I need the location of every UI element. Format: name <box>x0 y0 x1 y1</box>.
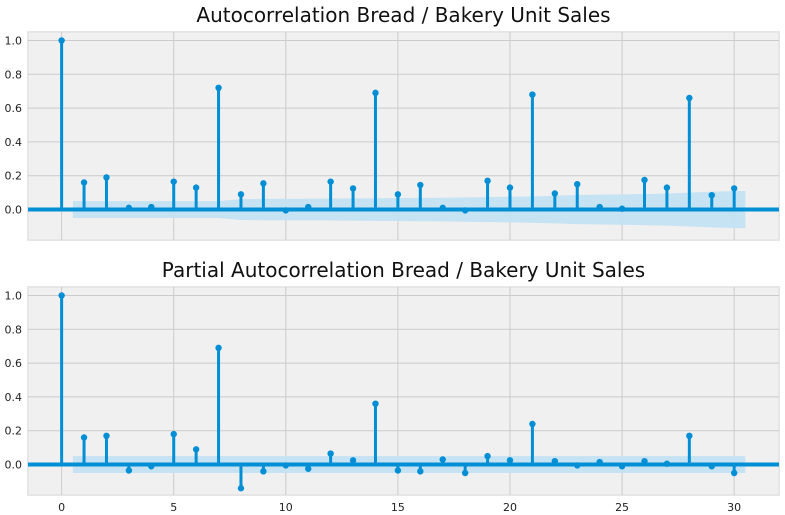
stem-marker-lag-5 <box>170 178 177 185</box>
stem-marker-lag-16 <box>417 468 424 475</box>
stem-marker-lag-9 <box>260 468 267 475</box>
stem-marker-lag-28 <box>686 94 693 102</box>
x-tick-label: 30 <box>727 501 741 514</box>
y-tick-label: 0.2 <box>5 170 23 183</box>
x-tick-label: 20 <box>503 501 517 514</box>
stem-marker-lag-30 <box>730 469 738 477</box>
y-tick-label: 1.0 <box>5 289 23 302</box>
stem-marker-lag-12 <box>327 178 334 185</box>
y-tick-label: 0.4 <box>5 391 23 404</box>
chart-title: Partial Autocorrelation Bread / Bakery U… <box>162 258 645 282</box>
stem-marker-lag-3 <box>125 467 133 474</box>
x-tick-label: 15 <box>391 501 405 514</box>
stem-marker-lag-11 <box>305 465 312 472</box>
stem-marker-lag-22 <box>551 190 559 197</box>
stem-marker-lag-2 <box>103 432 110 440</box>
stem-marker-lag-16 <box>417 181 424 189</box>
x-tick-label: 5 <box>170 501 177 514</box>
stem-marker-lag-28 <box>686 432 693 440</box>
stem-marker-lag-9 <box>260 180 267 187</box>
acf-panel: 0.0 0.2 0.4 0.6 0.8 1.0 Autocorrelation Bread … <box>5 3 780 241</box>
stem-marker-lag-8 <box>237 485 245 492</box>
stem-marker-lag-21 <box>529 91 536 98</box>
stem-marker-lag-18 <box>461 469 469 477</box>
stem-marker-lag-20 <box>506 184 514 191</box>
stem-marker-lag-19 <box>484 452 491 460</box>
y-tick-label: 0.6 <box>5 357 23 370</box>
y-tick-label: 0.2 <box>5 425 23 438</box>
chart-title: Autocorrelation Bread / Bakery Unit Sale… <box>196 3 610 27</box>
stem-marker-lag-12 <box>327 450 334 457</box>
stem-marker-lag-2 <box>103 174 110 181</box>
stem-marker-lag-15 <box>394 191 402 198</box>
stem-marker-lag-15 <box>394 467 402 474</box>
stem-marker-lag-6 <box>192 446 200 453</box>
pacf-panel: 0.0 0.2 0.4 0.6 0.8 1.0 0 5 10 15 20 25 30 Partial Au… <box>5 258 780 514</box>
stem-marker-lag-21 <box>529 420 536 428</box>
stem-marker-lag-8 <box>237 191 245 198</box>
y-tick-label: 0.6 <box>5 102 23 115</box>
stem-marker-lag-14 <box>372 89 379 97</box>
y-tick-label: 0.0 <box>5 204 23 217</box>
y-tick-label: 0.8 <box>5 68 23 81</box>
stem-marker-lag-0 <box>58 37 65 44</box>
y-tick-label: 0.4 <box>5 136 23 149</box>
stem-marker-lag-14 <box>372 400 379 407</box>
y-tick-label: 1.0 <box>5 34 23 47</box>
stem-marker-lag-23 <box>574 180 581 188</box>
stem-marker-lag-1 <box>80 179 88 186</box>
stem-marker-lag-13 <box>349 185 357 192</box>
stem-marker-lag-19 <box>484 177 491 185</box>
x-tick-label: 10 <box>279 501 293 514</box>
stem-marker-lag-27 <box>663 184 671 191</box>
stem-marker-lag-7 <box>215 344 222 352</box>
stem-marker-lag-5 <box>170 430 177 438</box>
x-tick-label: 0 <box>58 501 65 514</box>
stem-marker-lag-30 <box>730 185 738 192</box>
stem-marker-lag-13 <box>349 457 357 464</box>
stem-marker-lag-26 <box>641 176 648 184</box>
stem-marker-lag-29 <box>708 191 715 199</box>
stem-marker-lag-17 <box>439 456 446 463</box>
stem-marker-lag-0 <box>58 292 65 299</box>
y-tick-label: 0.0 <box>5 459 23 472</box>
stem-marker-lag-20 <box>506 457 514 464</box>
stem-marker-lag-6 <box>192 184 200 191</box>
x-tick-label: 25 <box>615 501 629 514</box>
y-tick-label: 0.8 <box>5 323 23 336</box>
stem-marker-lag-1 <box>80 434 88 441</box>
stem-marker-lag-7 <box>215 84 222 92</box>
